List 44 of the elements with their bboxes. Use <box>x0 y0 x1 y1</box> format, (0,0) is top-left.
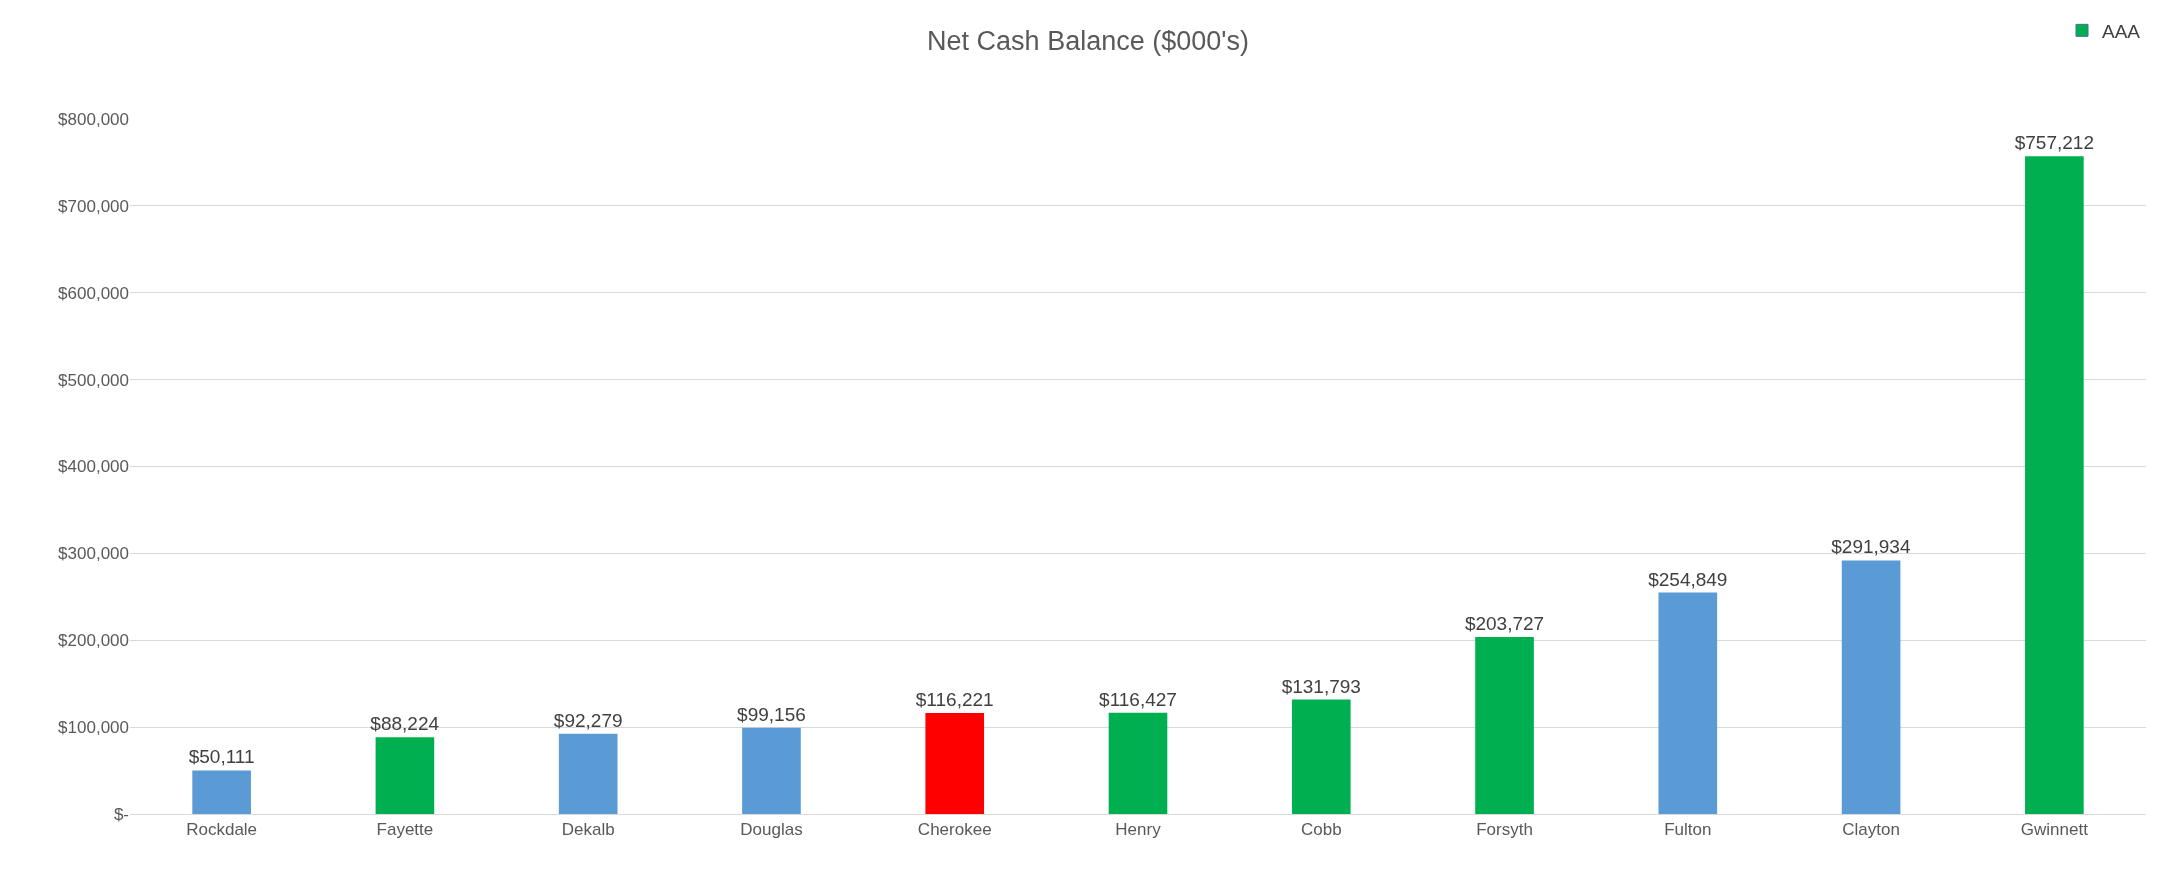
data-label: $88,224 <box>370 713 440 735</box>
bar <box>1841 560 1901 814</box>
x-tick-label: Rockdale <box>186 820 258 840</box>
x-tick-label: Dekalb <box>561 820 615 840</box>
y-tick-label: $500,000 <box>58 370 129 390</box>
x-tick-label: Clayton <box>1842 820 1900 840</box>
bar <box>558 733 618 814</box>
bar <box>742 727 801 814</box>
bar <box>375 737 435 814</box>
bar <box>1108 712 1168 814</box>
y-tick-label: $200,000 <box>58 631 129 651</box>
y-tick-label: $800,000 <box>58 109 129 129</box>
bar <box>2025 156 2084 814</box>
data-label: $92,279 <box>553 709 623 731</box>
legend-label: AAA <box>2102 20 2141 42</box>
bar <box>192 770 251 814</box>
x-tick-label: Henry <box>1115 820 1162 840</box>
x-tick-label: Douglas <box>740 820 803 840</box>
x-tick-label: Cherokee <box>917 820 992 840</box>
y-tick-label: $700,000 <box>58 196 129 216</box>
bar <box>925 713 985 814</box>
x-tick-label: Fulton <box>1664 820 1712 840</box>
data-label: $99,156 <box>737 703 806 725</box>
chart-title: Net Cash Balance ($000's) <box>927 25 1249 56</box>
y-tick-label: $600,000 <box>58 283 129 303</box>
data-label: $203,727 <box>1464 613 1545 635</box>
bar <box>1291 699 1351 814</box>
x-tick-label: Gwinnett <box>2020 820 2089 840</box>
data-label: $50,111 <box>188 746 255 768</box>
data-label: $116,427 <box>1099 688 1177 710</box>
data-label: $757,212 <box>2014 132 2094 154</box>
bar <box>1658 592 1718 814</box>
y-tick-label: $100,000 <box>58 718 129 738</box>
data-label: $116,221 <box>915 689 994 711</box>
y-tick-label: $300,000 <box>58 544 129 564</box>
x-tick-label: Fayette <box>376 820 434 840</box>
data-label: $291,934 <box>1831 536 1911 558</box>
y-tick-label: $400,000 <box>58 457 129 477</box>
data-label: $131,793 <box>1281 675 1361 697</box>
x-tick-label: Cobb <box>1300 820 1342 840</box>
data-label: $254,849 <box>1648 568 1728 590</box>
y-tick-label: $- <box>113 804 129 824</box>
bar <box>1475 637 1534 814</box>
x-tick-label: Forsyth <box>1476 820 1533 840</box>
